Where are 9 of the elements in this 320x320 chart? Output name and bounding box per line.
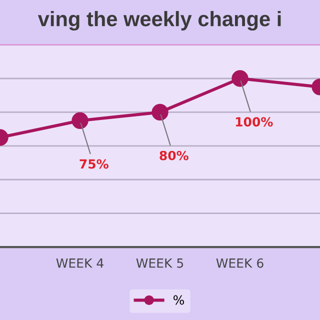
chart-title: ving the weekly change i [38, 11, 281, 31]
data-label: 75% [80, 159, 108, 169]
x-tick-label: WEEK 6 [216, 258, 264, 268]
x-tick-label: WEEK 5 [136, 258, 184, 268]
point [152, 104, 168, 121]
data-label: 100% [236, 117, 273, 127]
x-tick-label: WEEK 4 [56, 258, 104, 268]
data-label: 80% [160, 150, 188, 160]
legend-label: % [174, 295, 184, 305]
